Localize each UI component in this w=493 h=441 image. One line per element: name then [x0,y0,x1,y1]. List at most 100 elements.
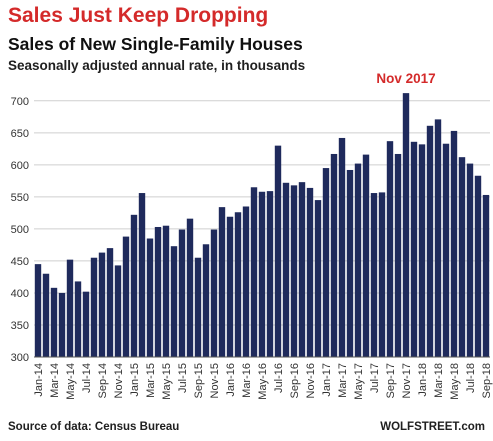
x-tick-label: May-14 [65,363,77,400]
bar-sep-14 [98,252,106,357]
x-tick-label: Jan-16 [225,363,237,397]
x-tick-label: May-15 [161,363,173,400]
x-tick-label: Jan-15 [129,363,141,397]
bar-aug-18 [474,175,482,357]
bar-feb-15 [138,193,146,357]
x-tick-label: May-17 [353,363,365,400]
bar-jan-14 [34,264,42,357]
x-tick-label: May-16 [257,363,269,400]
bar-jun-17 [362,154,370,357]
brand-watermark: WOLFSTREET.com [380,421,485,433]
bar-oct-15 [202,244,210,357]
x-tick-label: Sep-18 [481,363,493,398]
bar-jun-16 [266,191,274,357]
x-tick-label: Jul-15 [177,363,189,393]
bar-mar-18 [434,119,442,357]
bar-aug-17 [378,192,386,357]
bar-apr-17 [346,169,354,357]
y-tick-label: 500 [11,224,29,236]
y-tick-label: 700 [11,96,29,108]
bar-sep-18 [482,194,490,357]
bar-jan-15 [130,214,138,357]
x-tick-label: Mar-16 [241,363,253,398]
x-tick-label: Jan-14 [33,363,45,397]
bar-mar-15 [146,238,154,357]
x-tick-label: Sep-17 [385,363,397,398]
x-tick-label: Mar-17 [337,363,349,398]
x-tick-label: Jan-18 [417,363,429,397]
chart-title: Sales of New Single-Family Houses [8,34,303,54]
x-tick-label: Nov-15 [209,363,221,398]
bar-jun-15 [170,246,178,357]
bar-may-15 [162,225,170,357]
bar-apr-16 [250,187,258,357]
bar-sep-16 [290,185,298,357]
x-tick-label: Nov-14 [113,363,125,398]
bar-sep-17 [386,141,394,357]
bar-nov-16 [306,187,314,357]
x-tick-label: Jan-17 [321,363,333,397]
bar-jul-14 [82,291,90,357]
bar-jul-15 [178,229,186,357]
bar-mar-14 [50,287,58,357]
x-tick-label: Sep-15 [193,363,205,398]
annotation-label: Nov 2017 [376,71,435,86]
bar-jan-16 [226,216,234,357]
x-tick-label: Jul-18 [465,363,477,393]
bar-jan-17 [322,168,330,357]
x-axis-ticks: Jan-14 Mar-14 May-14 Jul-14 Sep-14 Nov-14 Jan-… [33,363,493,400]
bar-aug-15 [186,218,194,357]
bars [34,93,490,358]
x-tick-label: Mar-18 [433,363,445,398]
y-tick-label: 350 [11,320,29,332]
x-tick-label: Sep-16 [289,363,301,398]
bar-may-16 [258,191,266,357]
chart-headline: Sales Just Keep Dropping [8,4,269,27]
bar-feb-16 [234,212,242,357]
x-tick-label: Mar-14 [49,363,61,398]
chart-subtitle: Seasonally adjusted annual rate, in thou… [8,58,306,73]
bar-jun-14 [74,281,82,357]
x-tick-label: Jul-16 [273,363,285,393]
x-tick-label: Nov-17 [401,363,413,398]
bar-mar-17 [338,137,346,357]
data-source-note: Source of data: Census Bureau [8,421,180,433]
y-tick-label: 450 [11,256,29,268]
bar-dec-14 [122,236,130,357]
bar-mar-16 [242,206,250,357]
x-tick-label: Mar-15 [145,363,157,398]
bar-apr-18 [442,143,450,357]
bar-jun-18 [458,157,466,357]
annotations: Nov 2017 [376,71,435,86]
bar-dec-15 [218,207,226,357]
bar-aug-14 [90,257,98,357]
bar-apr-15 [154,226,162,357]
bar-apr-14 [58,292,66,357]
bar-dec-16 [314,200,322,357]
bar-oct-16 [298,182,306,357]
bar-jul-16 [274,145,282,357]
bar-feb-17 [330,153,338,357]
y-tick-label: 300 [11,352,29,364]
bar-may-14 [66,259,74,357]
x-tick-label: Nov-16 [305,363,317,398]
bar-oct-17 [394,153,402,357]
x-tick-label: Jul-14 [81,363,93,393]
y-tick-label: 400 [11,288,29,300]
x-tick-label: Sep-14 [97,363,109,398]
bar-dec-17 [410,141,418,357]
bar-feb-14 [42,273,50,357]
bar-jan-18 [418,144,426,357]
bar-nov-15 [210,229,218,357]
bar-nov-17 [402,93,410,357]
bar-feb-18 [426,125,434,358]
y-axis-ticks: 300 350 400 450 500 550 600 650 700 [11,96,29,364]
bar-sep-15 [194,257,202,357]
bar-may-17 [354,163,362,357]
y-tick-label: 600 [11,160,29,172]
x-tick-label: Jul-17 [369,363,381,393]
bar-aug-16 [282,182,290,357]
bar-jul-17 [370,193,378,357]
y-tick-label: 650 [11,128,29,140]
